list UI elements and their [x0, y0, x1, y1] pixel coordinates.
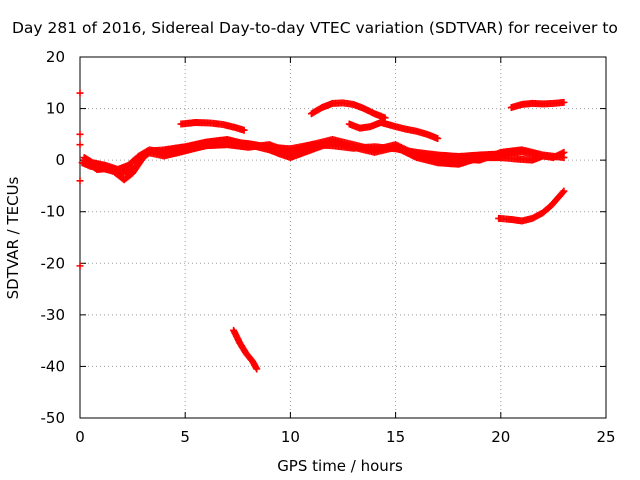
- y-tick-label: 10: [46, 100, 65, 118]
- series-arc-middle: [307, 99, 389, 122]
- y-tick-label: -40: [41, 357, 66, 375]
- series-arc-right-mid: [345, 118, 442, 142]
- x-axis-label: GPS time / hours: [277, 457, 403, 475]
- x-tick-label: 10: [281, 428, 300, 446]
- y-tick-label: 20: [46, 48, 65, 66]
- y-tick-label: -30: [41, 306, 66, 324]
- series-arc-upper-right: [507, 98, 568, 112]
- y-tick-label: -50: [41, 409, 66, 427]
- data-point: [560, 187, 568, 195]
- series-arc-lower-right: [495, 187, 568, 225]
- x-tick-label: 15: [386, 428, 405, 446]
- data-point: [76, 130, 84, 138]
- data-point: [560, 154, 568, 162]
- grid-lines: [80, 57, 606, 418]
- data-point: [381, 114, 389, 122]
- series-arc-low: [230, 326, 261, 373]
- data-point: [240, 126, 248, 134]
- data-point: [560, 98, 568, 106]
- data-point: [434, 134, 442, 142]
- y-tick-label: -10: [41, 203, 66, 221]
- x-tick-label: 0: [75, 428, 85, 446]
- series-band-c: [80, 136, 568, 177]
- x-axis-ticks: 0 5 10 15 20 25: [75, 57, 616, 446]
- x-tick-label: 20: [491, 428, 510, 446]
- series-edge-markers: [76, 89, 84, 270]
- data-point: [253, 365, 261, 373]
- y-axis-label: SDTVAR / TECUs: [4, 176, 22, 299]
- data-points: [76, 89, 568, 373]
- data-point: [76, 141, 84, 149]
- y-tick-label: -20: [41, 254, 66, 272]
- y-tick-label: 0: [55, 151, 65, 169]
- chart-title: Day 281 of 2016, Sidereal Day-to-day VTE…: [12, 19, 618, 37]
- x-tick-label: 25: [596, 428, 615, 446]
- y-axis-ticks: -50 -40 -30 -20 -10 0 10 20: [41, 48, 606, 427]
- series-arc-top-left: [177, 118, 248, 134]
- data-point: [559, 188, 567, 196]
- x-tick-label: 5: [180, 428, 190, 446]
- data-point: [76, 89, 84, 97]
- data-point: [76, 262, 84, 270]
- plot-area-border: [79, 56, 607, 419]
- data-point: [76, 177, 84, 185]
